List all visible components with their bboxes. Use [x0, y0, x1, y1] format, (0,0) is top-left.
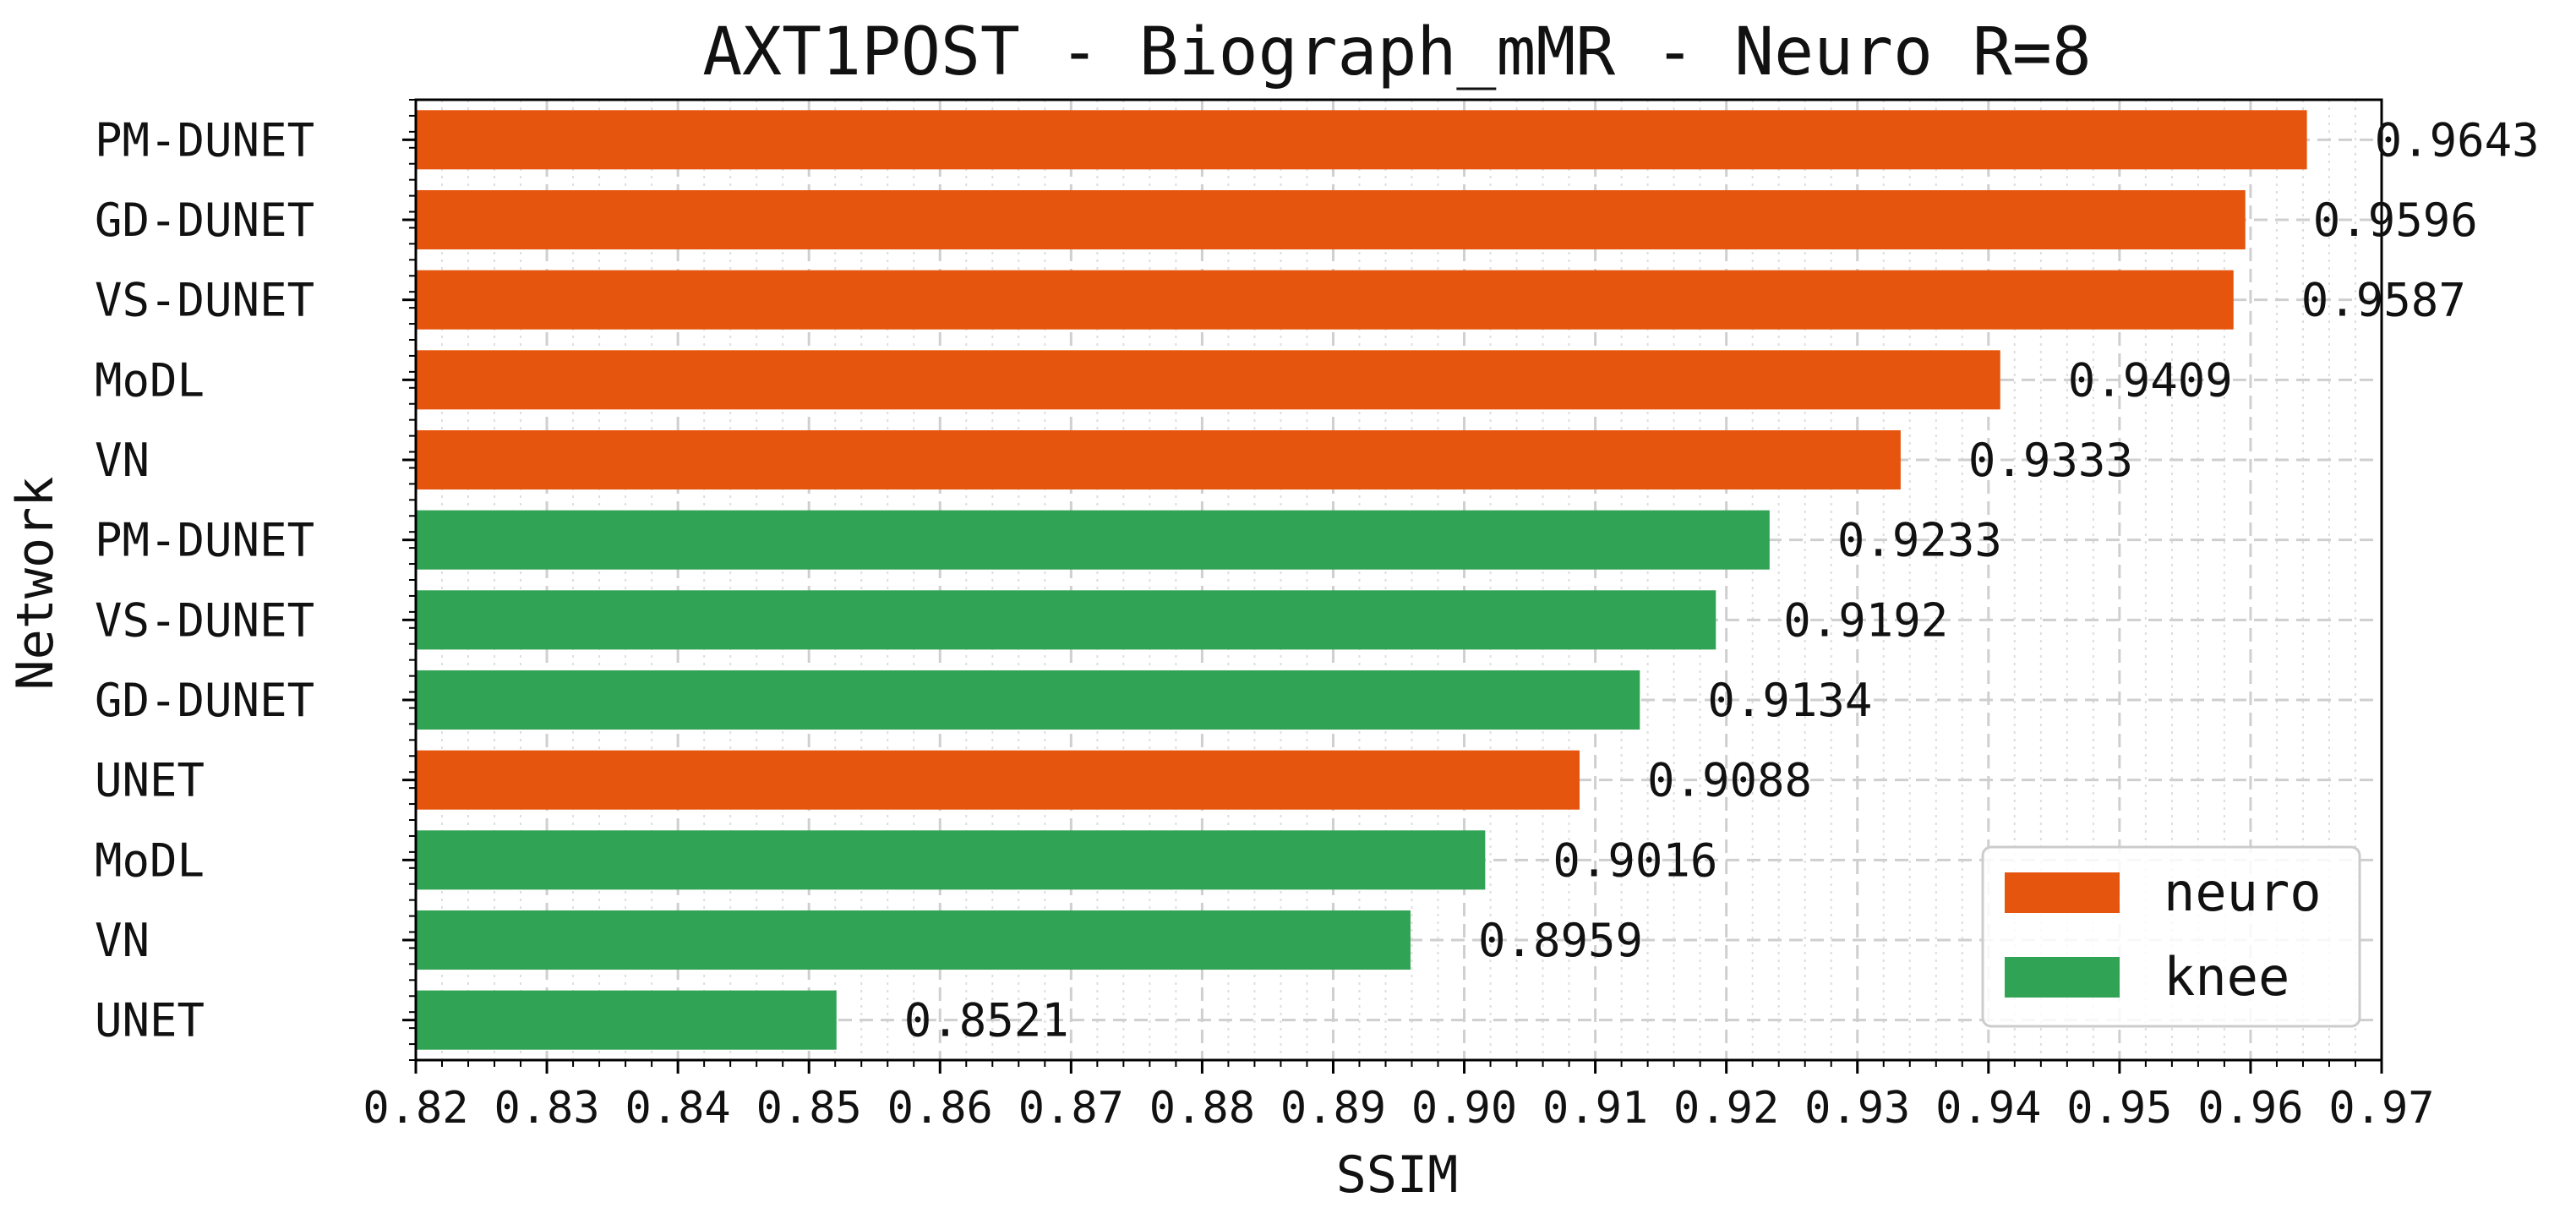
- bar-value-label: 0.9088: [1647, 754, 1812, 807]
- bar-value-label: 0.9643: [2375, 113, 2540, 167]
- x-tick-label: 0.94: [1935, 1083, 2041, 1134]
- bar-neuro-unet: [416, 750, 1580, 810]
- bar-value-label: 0.9409: [2068, 353, 2233, 407]
- x-tick-label: 0.91: [1542, 1083, 1648, 1134]
- x-tick-label: 0.87: [1018, 1083, 1124, 1134]
- y-category-label: VS-DUNET: [95, 593, 314, 647]
- bar-value-label: 0.9233: [1837, 514, 2002, 567]
- x-tick-label: 0.82: [363, 1083, 468, 1134]
- legend-swatch-knee: [2005, 957, 2120, 998]
- legend-swatch-neuro: [2005, 872, 2120, 913]
- y-category-label: VS-DUNET: [95, 274, 314, 327]
- bar-value-label: 0.9016: [1553, 834, 1717, 887]
- x-axis-label: SSIM: [1336, 1145, 1459, 1205]
- bar-knee-vs-dunet: [416, 590, 1716, 650]
- chart-title: AXT1POST - Biograph_mMR - Neuro R=8: [702, 14, 2092, 90]
- x-tick-label: 0.85: [756, 1083, 862, 1134]
- x-tick-label: 0.92: [1673, 1083, 1779, 1134]
- x-tick-label: 0.97: [2328, 1083, 2434, 1134]
- label-layer: 0.82 0.83 0.84 0.85 0.86 0.87 0.88 0.89 0.90 0.91…: [95, 113, 2540, 1134]
- bar-value-label: 0.8959: [1478, 914, 1643, 967]
- bar-value-label: 0.9134: [1707, 674, 1872, 727]
- bar-knee-unet: [416, 990, 837, 1050]
- bar-value-label: 0.8521: [904, 994, 1069, 1047]
- x-tick-label: 0.84: [625, 1083, 731, 1134]
- axis-layer: [402, 98, 2383, 1074]
- x-tick-label: 0.95: [2066, 1083, 2172, 1134]
- bar-knee-pm-dunet: [416, 510, 1770, 570]
- y-category-label: UNET: [95, 754, 205, 807]
- bar-knee-gd-dunet: [416, 670, 1640, 730]
- bar-knee-modl: [416, 830, 1486, 890]
- legend-label-knee: knee: [2164, 946, 2289, 1008]
- y-category-label: GD-DUNET: [95, 194, 314, 247]
- y-category-label: MoDL: [95, 353, 205, 407]
- legend: neuro knee: [1981, 845, 2361, 1028]
- bar-value-label: 0.9333: [1968, 434, 2133, 487]
- y-category-label: VN: [95, 914, 150, 967]
- bar-value-label: 0.9596: [2313, 194, 2478, 247]
- y-axis-label: Network: [6, 477, 65, 691]
- x-tick-label: 0.93: [1804, 1083, 1910, 1134]
- legend-label-neuro: neuro: [2164, 861, 2322, 923]
- plot-frame: [414, 98, 2383, 1062]
- y-category-label: UNET: [95, 994, 205, 1047]
- x-tick-label: 0.89: [1280, 1083, 1386, 1134]
- x-tick-label: 0.83: [494, 1083, 599, 1134]
- bar-neuro-modl: [416, 350, 2000, 410]
- bar-knee-vn: [416, 910, 1411, 970]
- x-tick-label: 0.96: [2197, 1083, 2303, 1134]
- bar-neuro-vn: [416, 429, 1901, 490]
- bar-value-label: 0.9587: [2301, 274, 2466, 327]
- x-tick-label: 0.90: [1411, 1083, 1517, 1134]
- y-category-label: MoDL: [95, 834, 205, 887]
- x-tick-label: 0.88: [1149, 1083, 1255, 1134]
- y-category-label: GD-DUNET: [95, 674, 314, 727]
- bar-neuro-pm-dunet: [416, 110, 2307, 170]
- x-tick-label: 0.86: [887, 1083, 993, 1134]
- y-category-label: PM-DUNET: [95, 514, 314, 567]
- y-category-label: VN: [95, 434, 150, 487]
- bar-value-label: 0.9192: [1783, 593, 1948, 647]
- bar-layer: [416, 110, 2307, 1050]
- bar-neuro-gd-dunet: [416, 189, 2246, 250]
- y-category-label: PM-DUNET: [95, 113, 314, 167]
- bar-neuro-vs-dunet: [416, 270, 2234, 330]
